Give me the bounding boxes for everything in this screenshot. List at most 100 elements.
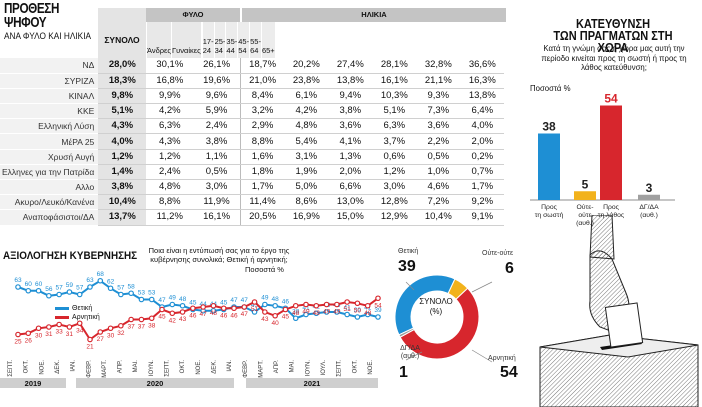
direction-category-label: (αυθ.) — [576, 220, 594, 227]
series-point — [87, 336, 93, 343]
cell-value: 8,4% — [239, 88, 285, 105]
age-group-label: ΗΛΙΚΙΑ — [361, 10, 387, 19]
series-point — [35, 325, 42, 332]
series-point — [375, 295, 381, 302]
vote-table-title-block: ΠΡΟΘΕΣΗ ΨΗΦΟΥ ΑΝΑ ΦΥΛΟ ΚΑΙ ΗΛΙΚΙΑ — [4, 1, 96, 41]
leader-line — [405, 351, 423, 361]
total-value: 5,1% — [98, 103, 147, 120]
series-value-label: 43 — [251, 302, 259, 309]
series-point — [97, 277, 104, 284]
series-point — [15, 284, 21, 290]
cell-value: 6,4% — [460, 103, 505, 120]
series-value-label: 38 — [292, 308, 300, 315]
series-value-label: 57 — [76, 285, 84, 292]
cell-value: 9,1% — [460, 209, 505, 226]
cell-value: 8,8% — [146, 194, 194, 211]
series-value-label: 57 — [117, 285, 125, 292]
cell-value: 12,9% — [372, 209, 417, 226]
series-value-label: 49 — [261, 295, 269, 302]
series-point — [251, 309, 258, 315]
donut-label-neither: Ούτε-ούτε — [482, 250, 514, 257]
cell-value: 6,1% — [284, 88, 329, 105]
cell-value: 9,6% — [193, 88, 241, 105]
cell-value: 0,7% — [460, 164, 505, 181]
cell-value: 13,8% — [328, 73, 373, 89]
vote-table-subtitle: ΑΝΑ ΦΥΛΟ ΚΑΙ ΗΛΙΚΙΑ — [4, 31, 92, 41]
cell-value: 6,3% — [146, 118, 194, 135]
cell-value: 1,7% — [239, 179, 285, 196]
month-tick-label: ΟΚΤ. — [352, 360, 358, 374]
cell-value: 16,9% — [284, 209, 329, 226]
legend-negative-label: Αρνητική — [72, 314, 100, 321]
direction-category-label: ούτε — [578, 211, 591, 219]
series-value-label: 49 — [333, 309, 341, 316]
series-point — [231, 305, 237, 312]
cell-value: 4,2% — [284, 103, 329, 120]
donut-center-line2: (%) — [429, 307, 443, 316]
series-point — [313, 310, 320, 317]
cell-value: 1,9% — [284, 164, 329, 181]
direction-category-label: ΔΓ/ΔΑ — [639, 204, 659, 211]
series-value-label: 40 — [272, 320, 280, 327]
series-point — [76, 291, 83, 298]
series-point — [179, 309, 186, 315]
column-header: 45-54 — [237, 22, 250, 58]
series-value-label: 26 — [25, 337, 33, 344]
series-value-label: 48 — [179, 296, 187, 303]
cell-value: 27,4% — [328, 58, 373, 74]
month-tick-label: ΟΚΤ. — [24, 360, 30, 374]
month-tick-label: ΑΠΡ. — [274, 360, 280, 374]
direction-bar — [538, 133, 560, 200]
year-band — [246, 378, 378, 388]
vote-table-title-line2: ΨΗΦΟΥ — [4, 14, 47, 31]
table-row: Ακυρο/Λευκό/Κανένα 10,4% 8,8% 11,9% 11,4% 8,6… — [0, 194, 505, 211]
party-name: ΚΚΕ — [0, 103, 99, 120]
total-header-cell: ΣΥΝΟΛΟ — [98, 8, 146, 58]
gender-group-header: ΦΥΛΟ — [146, 8, 240, 22]
cell-value: 4,3% — [146, 133, 194, 150]
series-point — [210, 302, 217, 309]
series-value-label: 53 — [148, 290, 156, 297]
series-point — [169, 310, 176, 317]
total-value: 18,3% — [98, 73, 147, 89]
cell-value: 1,0% — [416, 164, 461, 181]
series-value-label: 48 — [292, 310, 300, 317]
series-point — [87, 284, 93, 290]
series-value-label: 50 — [354, 307, 362, 314]
table-row: Αλλο 3,8% 4,8% 3,0% 1,7% 5,0% 6,6% 3,0% 4,6% 1,7% — [0, 179, 505, 196]
series-value-label: 45 — [282, 314, 290, 321]
cell-value: 16,8% — [146, 73, 194, 89]
series-value-label: 53 — [138, 290, 146, 297]
series-point — [107, 285, 114, 292]
table-row: Αναποφάσιστοι/ΔΑ 13,7% 11,2% 16,1% 20,5% 16,9… — [0, 209, 505, 226]
legend-positive-label: Θετική — [72, 305, 93, 312]
party-name: Ελληνες για την Πατρίδα — [0, 164, 99, 181]
cell-value: 11,2% — [146, 209, 194, 226]
series-value-label: 45 — [220, 300, 228, 307]
series-point — [15, 331, 21, 338]
donut-value-negative: 54 — [500, 364, 518, 381]
series-point — [364, 311, 371, 318]
series-value-label: 39 — [374, 307, 382, 314]
cell-value: 4,6% — [416, 179, 461, 196]
cell-value: 4,0% — [460, 118, 505, 135]
donut-slice — [398, 327, 415, 338]
series-point — [128, 316, 134, 323]
direction-value-label: 54 — [604, 92, 618, 106]
total-value: 3,8% — [98, 179, 147, 196]
cell-value: 4,1% — [328, 133, 373, 150]
total-header-label: ΣΥΝΟΛΟ — [104, 35, 140, 45]
legend-positive: Θετική — [55, 305, 92, 312]
direction-title-line1: ΚΑΤΕΥΘΥΝΣΗ — [575, 17, 651, 31]
series-point — [107, 325, 114, 332]
party-name: Ακυρο/Λευκό/Κανένα — [0, 194, 99, 211]
cell-value: 11,4% — [239, 194, 285, 211]
series-value-label: 41 — [344, 305, 352, 312]
column-header: 17-24 — [200, 22, 214, 58]
total-value: 4,0% — [98, 133, 147, 150]
series-value-label: 25 — [14, 339, 22, 346]
series-point — [118, 322, 124, 329]
series-value-label: 32 — [117, 330, 125, 337]
series-point — [323, 301, 330, 308]
cell-value: 0,5% — [416, 149, 461, 165]
